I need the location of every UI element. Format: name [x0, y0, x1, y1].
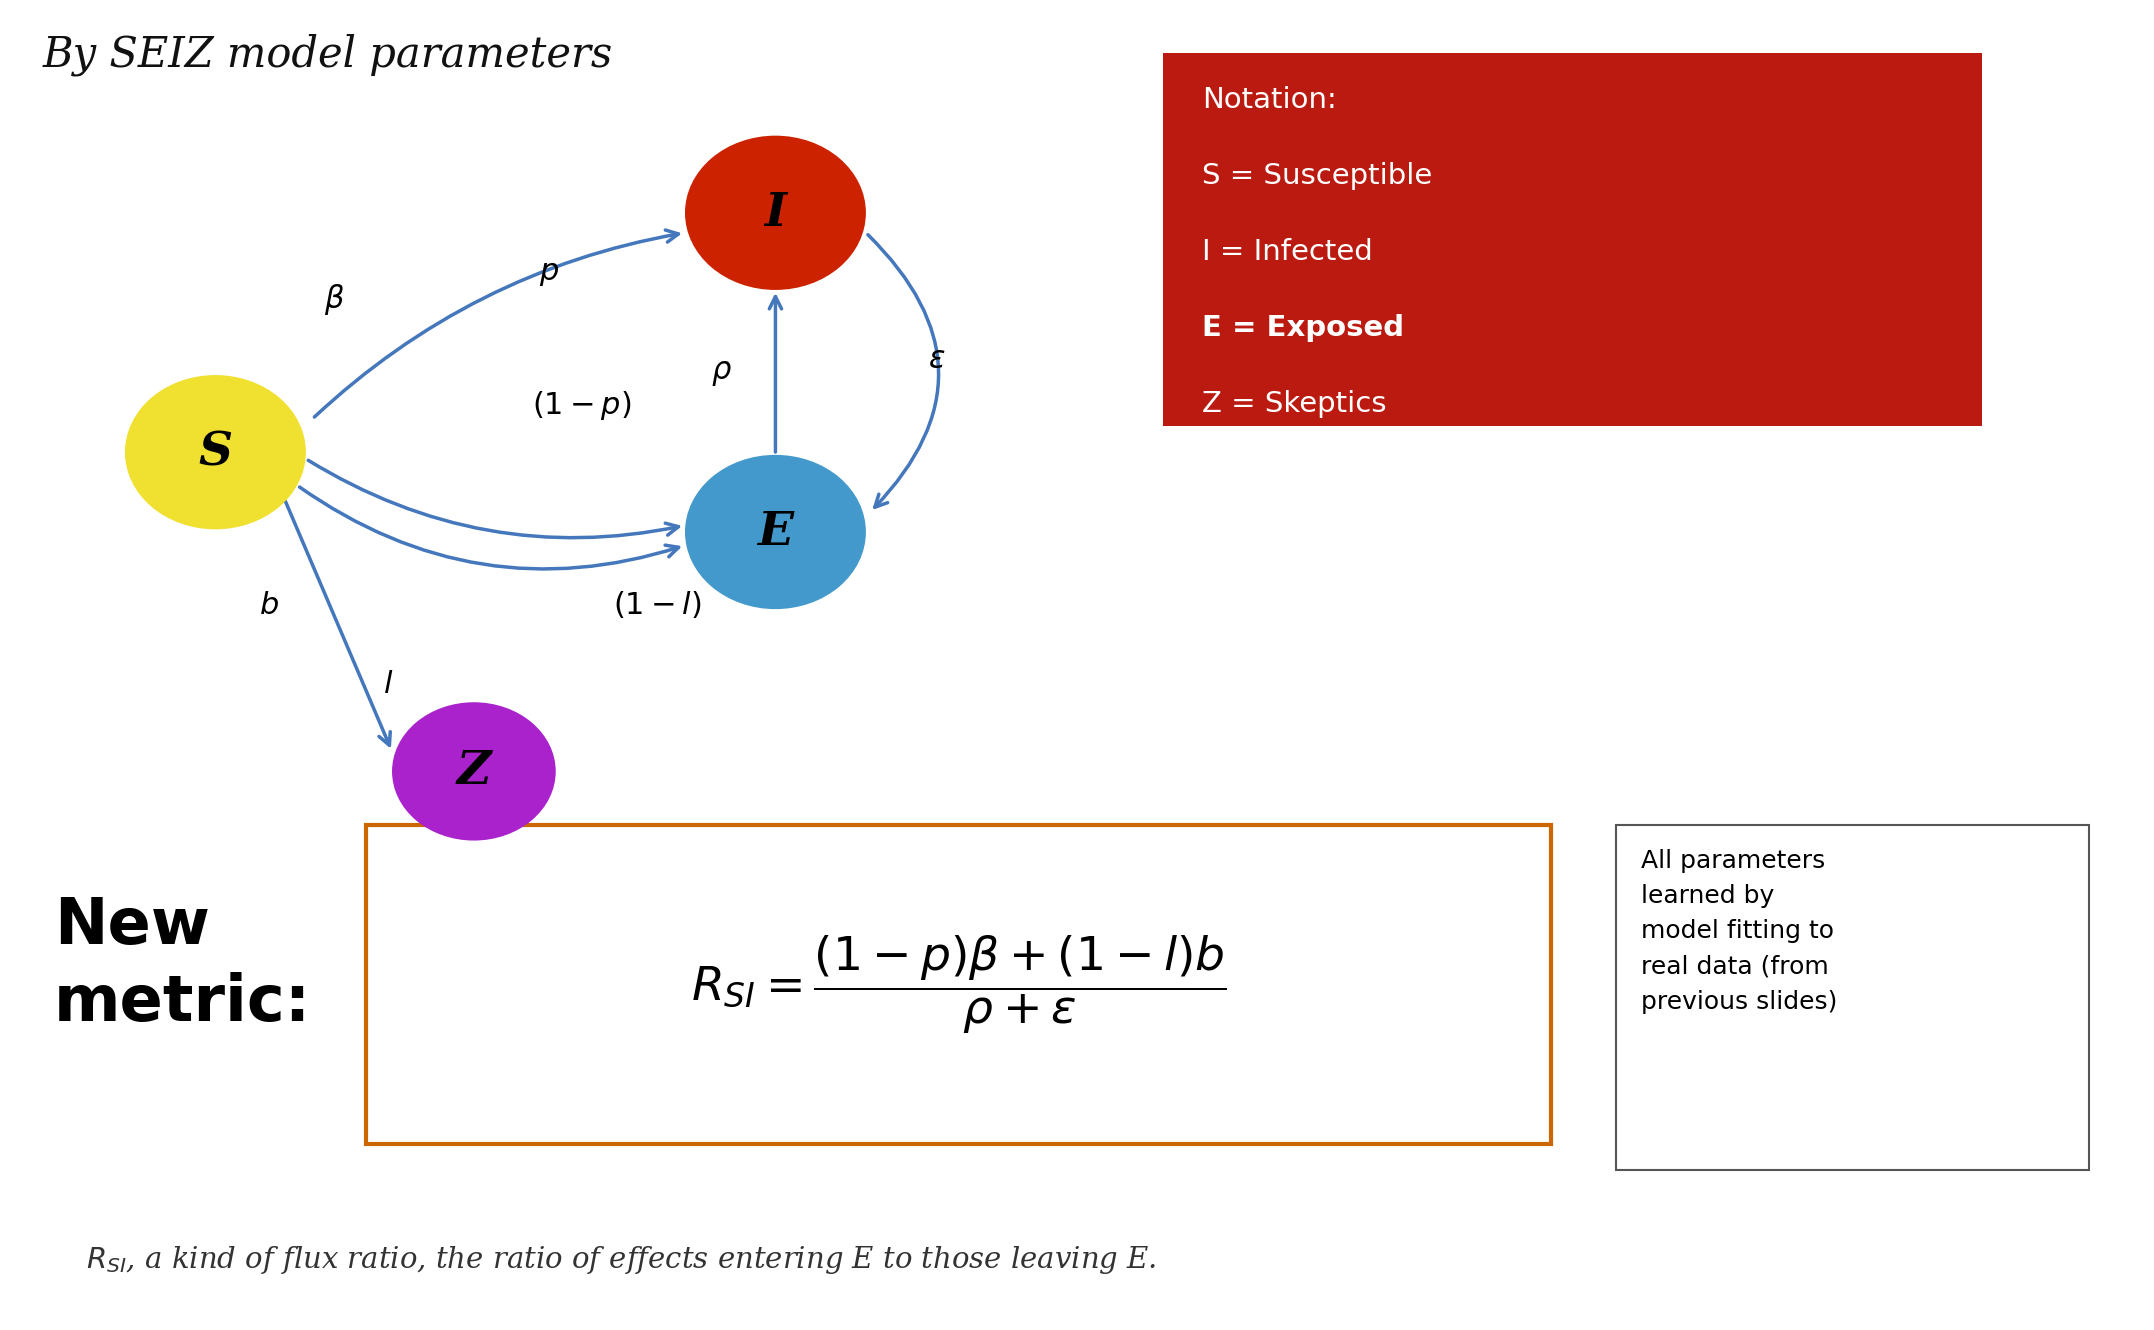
Text: $\epsilon$: $\epsilon$ — [928, 343, 946, 375]
Ellipse shape — [392, 702, 556, 841]
Text: $\beta$: $\beta$ — [323, 282, 345, 317]
Ellipse shape — [685, 455, 866, 609]
Text: $R_{SI} = \dfrac{(1-p)\beta + (1-l)b}{\rho + \epsilon}$: $R_{SI} = \dfrac{(1-p)\beta + (1-l)b}{\r… — [691, 932, 1226, 1036]
Text: $l$: $l$ — [383, 669, 392, 701]
Text: All parameters
learned by
model fitting to
real data (from
previous slides): All parameters learned by model fitting … — [1641, 849, 1837, 1015]
Text: I = Infected: I = Infected — [1202, 238, 1372, 266]
Text: E = Exposed: E = Exposed — [1202, 314, 1404, 342]
Text: Z = Skeptics: Z = Skeptics — [1202, 390, 1387, 418]
Text: $\rho$: $\rho$ — [711, 356, 732, 388]
Text: $b$: $b$ — [258, 589, 280, 621]
Text: $R_{SI}$, a kind of flux ratio, the ratio of effects entering E to those leaving: $R_{SI}$, a kind of flux ratio, the rati… — [86, 1244, 1157, 1275]
Text: S = Susceptible: S = Susceptible — [1202, 162, 1432, 190]
Ellipse shape — [125, 375, 306, 529]
Text: $p$: $p$ — [538, 257, 560, 289]
Ellipse shape — [685, 136, 866, 290]
Text: $(1-p)$: $(1-p)$ — [532, 390, 631, 422]
Text: S: S — [198, 430, 233, 475]
Text: Notation:: Notation: — [1202, 86, 1338, 114]
Text: New
metric:: New metric: — [54, 895, 310, 1033]
Text: E: E — [758, 509, 793, 555]
Text: Z: Z — [457, 749, 491, 794]
FancyBboxPatch shape — [366, 825, 1551, 1144]
Text: I: I — [765, 190, 786, 235]
Text: $(1-l)$: $(1-l)$ — [612, 589, 702, 621]
FancyBboxPatch shape — [1616, 825, 2089, 1170]
Text: By SEIZ model parameters: By SEIZ model parameters — [43, 33, 614, 76]
FancyBboxPatch shape — [1163, 53, 1982, 426]
